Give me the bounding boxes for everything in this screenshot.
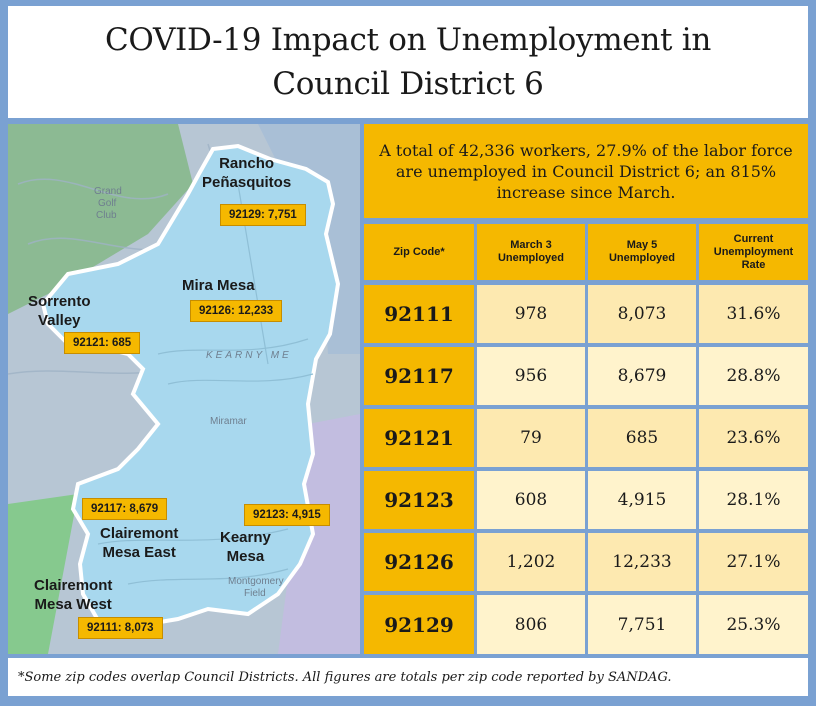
table-cell-march: 1,202	[477, 533, 585, 591]
table-cell-zip: 92126	[364, 533, 474, 591]
title-box: COVID-19 Impact on Unemployment in Counc…	[8, 6, 808, 118]
table-cell-zip: 92117	[364, 347, 474, 405]
table-cell-zip: 92129	[364, 595, 474, 654]
table-cell-may: 8,073	[588, 285, 696, 343]
map-faint-label: Club	[96, 210, 117, 221]
map-faint-label: KEARNY ME	[206, 350, 292, 361]
table-header-may: May 5 Unemployed	[588, 224, 696, 280]
table-cell-may: 8,679	[588, 347, 696, 405]
map-zip-label-92123: 92123: 4,915	[244, 504, 330, 526]
table-cell-march: 806	[477, 595, 585, 654]
table-cell-march: 79	[477, 409, 585, 467]
map-area-mira-mesa: Mira Mesa	[182, 277, 255, 294]
map-zip-label-92117: 92117: 8,679	[82, 498, 168, 520]
map-graphic	[8, 124, 360, 654]
table-cell-may: 12,233	[588, 533, 696, 591]
table-cell-may: 7,751	[588, 595, 696, 654]
table-row: 92129 806 7,751 25.3%	[364, 595, 808, 654]
table-cell-march: 608	[477, 471, 585, 529]
map-zip-label-92126: 92126: 12,233	[190, 300, 283, 322]
table-header-row: Zip Code* March 3 Unemployed May 5 Unemp…	[364, 224, 808, 280]
unemployment-table: Zip Code* March 3 Unemployed May 5 Unemp…	[364, 224, 808, 654]
summary-box: A total of 42,336 workers, 27.9% of the …	[364, 124, 808, 218]
table-row: 92111 978 8,073 31.6%	[364, 285, 808, 343]
map-faint-label: Miramar	[210, 416, 247, 427]
table-cell-may: 4,915	[588, 471, 696, 529]
map-faint-label: Montgomery	[228, 576, 284, 587]
table-row: 92126 1,202 12,233 27.1%	[364, 533, 808, 591]
table-cell-zip: 92111	[364, 285, 474, 343]
map-zip-label-92111: 92111: 8,073	[78, 617, 163, 639]
map-area-clairemont-mesa-east: Clairemont Mesa East	[100, 525, 179, 561]
table-cell-rate: 27.1%	[699, 533, 808, 591]
table-cell-rate: 28.8%	[699, 347, 808, 405]
map-area-rancho-penasquitos: Rancho Peñasquitos	[202, 155, 292, 191]
table-cell-rate: 28.1%	[699, 471, 808, 529]
title-line-2: Council District 6	[272, 66, 544, 102]
table-cell-rate: 25.3%	[699, 595, 808, 654]
title-line-1: COVID-19 Impact on Unemployment in	[104, 22, 712, 58]
table-cell-zip: 92123	[364, 471, 474, 529]
map-area-sorrento-valley: Sorrento Valley	[28, 293, 91, 329]
table-cell-rate: 31.6%	[699, 285, 808, 343]
map-area-kearny-mesa: Kearny Mesa	[220, 529, 271, 565]
table-cell-march: 956	[477, 347, 585, 405]
map-faint-label: Field	[244, 588, 266, 599]
footnote: *Some zip codes overlap Council District…	[8, 658, 808, 696]
table-row: 92117 956 8,679 28.8%	[364, 347, 808, 405]
table-header-march: March 3 Unemployed	[477, 224, 585, 280]
table-cell-zip: 92121	[364, 409, 474, 467]
table-header-rate: Current Unemployment Rate	[699, 224, 808, 280]
table-cell-may: 685	[588, 409, 696, 467]
table-cell-rate: 23.6%	[699, 409, 808, 467]
table-row: 92121 79 685 23.6%	[364, 409, 808, 467]
map-zip-label-92121: 92121: 685	[64, 332, 141, 354]
map-faint-label: Golf	[98, 198, 117, 209]
table-row: 92123 608 4,915 28.1%	[364, 471, 808, 529]
map-zip-label-92129: 92129: 7,751	[220, 204, 306, 226]
map-area-clairemont-mesa-west: Clairemont Mesa West	[34, 577, 113, 613]
district-map: Grand Golf Club Miramar KEARNY ME Montgo…	[8, 124, 360, 654]
map-faint-label: Grand	[94, 186, 122, 197]
table-cell-march: 978	[477, 285, 585, 343]
table-header-zip: Zip Code*	[364, 224, 474, 280]
